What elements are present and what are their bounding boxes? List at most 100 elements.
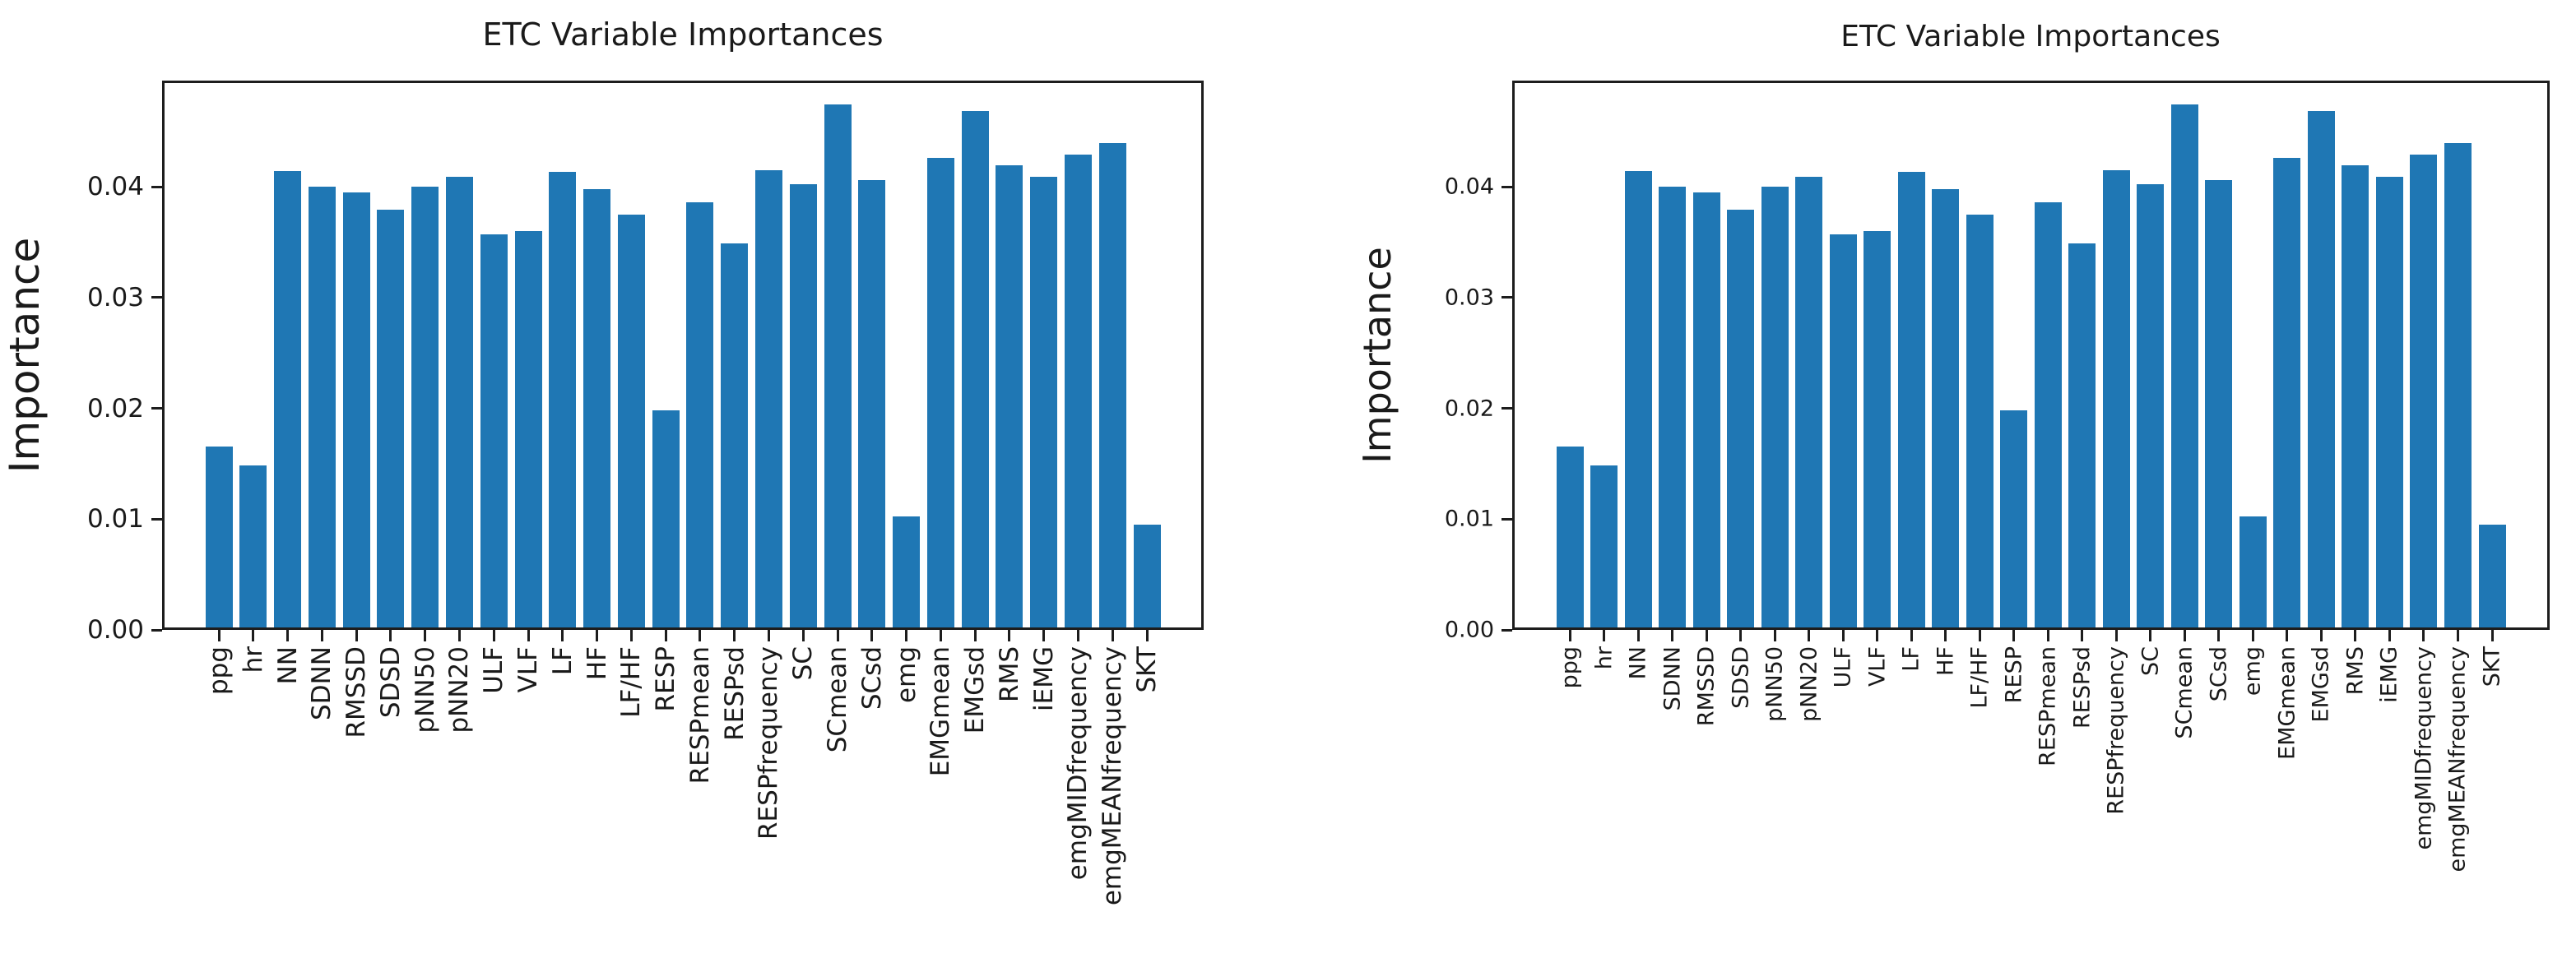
x-tick-mark	[1910, 630, 1913, 641]
bar-vlf	[1864, 230, 1891, 627]
x-tick-label: RESP	[2001, 646, 2027, 704]
y-tick-label: 0.02	[86, 393, 144, 424]
x-tick-mark	[527, 630, 530, 641]
x-tick-mark	[699, 630, 702, 641]
bar-iemg	[1030, 176, 1058, 627]
x-tick-mark	[1145, 630, 1149, 641]
x-tick-mark	[939, 630, 942, 641]
bar-emgsd	[2307, 111, 2335, 627]
x-tick-label: emgMIDfrequency	[2411, 646, 2437, 850]
y-tick-label: 0.01	[1444, 506, 1494, 532]
x-tick-mark	[836, 630, 839, 641]
y-tick-mark	[151, 628, 162, 632]
y-tick-mark	[151, 407, 162, 410]
x-tick-label: EMGmean	[2274, 646, 2300, 760]
bar-skt	[2478, 524, 2506, 627]
x-tick-mark	[1042, 630, 1046, 641]
y-tick-label: 0.04	[86, 172, 144, 202]
bar-sc	[789, 184, 817, 627]
y-tick-label: 0.03	[1444, 285, 1494, 311]
bar-sdnn	[1659, 186, 1687, 627]
bar-lf-hf	[617, 214, 645, 627]
x-tick-mark	[561, 630, 564, 641]
x-tick-mark	[1773, 630, 1776, 641]
x-tick-mark	[1111, 630, 1114, 641]
plot-area	[1512, 81, 2550, 630]
x-tick-mark	[2319, 630, 2323, 641]
x-tick-mark	[1705, 630, 1708, 641]
plot-area	[162, 81, 1204, 630]
bar-lf	[1897, 172, 1925, 627]
x-tick-mark	[2286, 630, 2289, 641]
x-tick-label: RMS	[2342, 646, 2369, 696]
bar-sdnn	[308, 186, 336, 627]
x-tick-mark	[973, 630, 977, 641]
x-tick-mark	[801, 630, 805, 641]
y-tick-mark	[1502, 296, 1512, 299]
y-tick-label: 0.03	[86, 282, 144, 312]
bar-hf	[583, 188, 611, 627]
bar-sdsd	[377, 210, 405, 627]
bar-iemg	[2375, 176, 2403, 627]
y-tick-mark	[151, 517, 162, 521]
x-tick-mark	[1008, 630, 1011, 641]
x-tick-label: SCmean	[2171, 646, 2198, 739]
x-tick-label: emg	[2239, 646, 2266, 697]
bar-pnn20	[445, 176, 473, 627]
bar-rmssd	[342, 192, 370, 627]
x-tick-label: RESPmean	[2035, 646, 2061, 766]
y-tick-label: 0.00	[1444, 617, 1494, 643]
bar-scsd	[2205, 179, 2233, 627]
x-tick-label: ULF	[1830, 646, 1856, 688]
x-tick-mark	[1568, 630, 1571, 641]
x-tick-mark	[355, 630, 358, 641]
x-tick-mark	[596, 630, 599, 641]
x-tick-mark	[1876, 630, 1879, 641]
x-tick-mark	[1841, 630, 1845, 641]
bar-respfrequency	[2102, 169, 2130, 627]
bar-respmean	[2034, 201, 2062, 627]
y-tick-mark	[151, 296, 162, 299]
bar-ppg	[205, 447, 233, 627]
x-tick-mark	[252, 630, 255, 641]
bar-scmean	[2170, 104, 2198, 627]
x-tick-mark	[2388, 630, 2391, 641]
x-tick-label: NN	[1625, 646, 1651, 680]
bar-respfrequency	[754, 169, 782, 627]
x-tick-mark	[870, 630, 874, 641]
x-tick-mark	[2012, 630, 2016, 641]
x-tick-mark	[733, 630, 736, 641]
bar-respsd	[721, 243, 749, 627]
y-tick-mark	[1502, 517, 1512, 521]
x-tick-mark	[2456, 630, 2459, 641]
bar-rms	[2342, 165, 2369, 627]
x-tick-mark	[1076, 630, 1079, 641]
x-tick-mark	[424, 630, 427, 641]
bar-emgmeanfrequency	[2444, 143, 2472, 627]
chart-title: ETC Variable Importances	[1840, 20, 2221, 53]
bar-nn	[1624, 171, 1652, 627]
x-tick-mark	[2217, 630, 2221, 641]
bar-scsd	[858, 179, 886, 627]
x-tick-mark	[2149, 630, 2152, 641]
y-tick-label: 0.02	[1444, 396, 1494, 422]
x-tick-mark	[2081, 630, 2084, 641]
x-tick-label: EMGsd	[2308, 646, 2334, 723]
bar-hr	[239, 465, 267, 627]
x-tick-mark	[389, 630, 392, 641]
bar-emgsd	[961, 111, 989, 627]
x-tick-label: SC	[2137, 646, 2164, 676]
x-tick-mark	[1671, 630, 1674, 641]
x-tick-mark	[629, 630, 633, 641]
bar-emgmidfrequency	[1064, 154, 1092, 627]
bar-sdsd	[1727, 210, 1755, 627]
x-tick-label: pNN50	[1761, 646, 1788, 722]
bar-lf	[549, 172, 577, 627]
y-tick-mark	[1502, 628, 1512, 632]
x-tick-mark	[2046, 630, 2049, 641]
bar-rms	[996, 165, 1023, 627]
x-tick-mark	[2354, 630, 2357, 641]
x-tick-mark	[664, 630, 667, 641]
x-tick-label: ppg	[1557, 646, 1583, 689]
x-tick-label: HF	[1933, 646, 1959, 676]
